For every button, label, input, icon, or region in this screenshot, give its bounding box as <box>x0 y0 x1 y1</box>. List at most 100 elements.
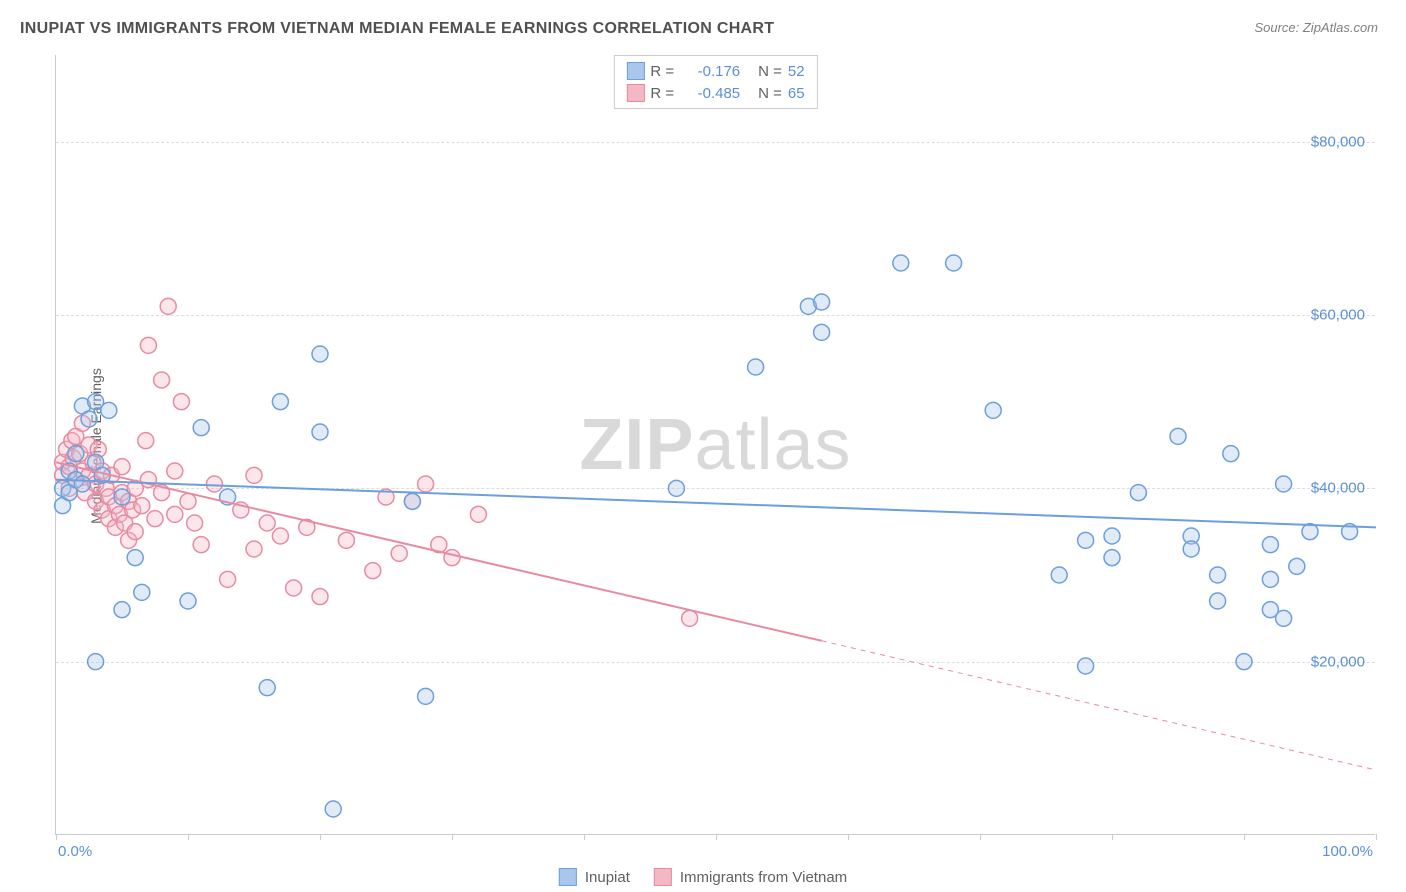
inupiat-point <box>418 688 434 704</box>
vietnam-point <box>418 476 434 492</box>
legend-n-value: 52 <box>788 63 805 80</box>
x-tick <box>1112 834 1113 840</box>
x-tick <box>716 834 717 840</box>
x-tick <box>56 834 57 840</box>
inupiat-point <box>748 359 764 375</box>
vietnam-point <box>193 537 209 553</box>
legend-n-label: N = <box>758 63 782 80</box>
legend-bottom: Inupiat Immigrants from Vietnam <box>559 868 847 886</box>
vietnam-point <box>127 524 143 540</box>
vietnam-point <box>682 610 698 626</box>
inupiat-point <box>1183 541 1199 557</box>
inupiat-point <box>1104 550 1120 566</box>
inupiat-point <box>127 550 143 566</box>
vietnam-point <box>167 463 183 479</box>
inupiat-point <box>114 489 130 505</box>
x-tick <box>980 834 981 840</box>
inupiat-point <box>1223 446 1239 462</box>
legend-n-value: 65 <box>788 85 805 102</box>
vietnam-point <box>167 506 183 522</box>
legend-r-value: -0.485 <box>680 85 740 102</box>
inupiat-point <box>814 294 830 310</box>
legend-swatch <box>559 868 577 886</box>
vietnam-point <box>470 506 486 522</box>
vietnam-point <box>338 532 354 548</box>
inupiat-point <box>1130 485 1146 501</box>
vietnam-point <box>286 580 302 596</box>
legend-top: R = -0.176 N = 52 R = -0.485 N = 65 <box>613 55 817 109</box>
inupiat-point <box>1276 476 1292 492</box>
plot-area: ZIPatlas $20,000$40,000$60,000$80,000 R … <box>55 55 1375 835</box>
inupiat-point <box>1262 571 1278 587</box>
inupiat-point <box>88 654 104 670</box>
vietnam-point <box>246 467 262 483</box>
inupiat-point <box>893 255 909 271</box>
vietnam-point <box>147 511 163 527</box>
inupiat-point <box>404 493 420 509</box>
legend-r-label: R = <box>650 85 674 102</box>
legend-swatch <box>626 84 644 102</box>
legend-r-label: R = <box>650 63 674 80</box>
vietnam-point <box>173 394 189 410</box>
vietnam-point <box>114 459 130 475</box>
vietnam-point <box>206 476 222 492</box>
vietnam-point <box>312 589 328 605</box>
inupiat-point <box>1078 532 1094 548</box>
inupiat-point <box>985 402 1001 418</box>
legend-top-row: R = -0.176 N = 52 <box>626 60 804 82</box>
inupiat-point <box>1078 658 1094 674</box>
vietnam-point <box>138 433 154 449</box>
inupiat-point <box>193 420 209 436</box>
vietnam-point <box>134 498 150 514</box>
legend-swatch <box>626 62 644 80</box>
vietnam-point <box>391 545 407 561</box>
inupiat-point <box>1210 567 1226 583</box>
inupiat-point <box>1276 610 1292 626</box>
inupiat-trendline <box>56 480 1376 528</box>
inupiat-point <box>81 411 97 427</box>
legend-swatch <box>654 868 672 886</box>
inupiat-point <box>312 424 328 440</box>
x-tick <box>1376 834 1377 840</box>
inupiat-point <box>74 476 90 492</box>
chart-svg <box>56 55 1375 834</box>
inupiat-point <box>1210 593 1226 609</box>
vietnam-point <box>154 372 170 388</box>
x-axis-min-label: 0.0% <box>58 843 92 860</box>
x-tick <box>452 834 453 840</box>
inupiat-point <box>668 480 684 496</box>
vietnam-point <box>272 528 288 544</box>
vietnam-point <box>187 515 203 531</box>
inupiat-point <box>180 593 196 609</box>
legend-top-row: R = -0.485 N = 65 <box>626 82 804 104</box>
x-tick <box>584 834 585 840</box>
vietnam-point <box>160 298 176 314</box>
legend-n-label: N = <box>758 85 782 102</box>
inupiat-point <box>1051 567 1067 583</box>
inupiat-point <box>325 801 341 817</box>
x-tick <box>848 834 849 840</box>
vietnam-point <box>220 571 236 587</box>
inupiat-point <box>1236 654 1252 670</box>
inupiat-point <box>312 346 328 362</box>
inupiat-point <box>1262 537 1278 553</box>
inupiat-point <box>1170 428 1186 444</box>
legend-bottom-item: Inupiat <box>559 868 630 886</box>
legend-series-label: Inupiat <box>585 869 630 886</box>
x-tick <box>1244 834 1245 840</box>
inupiat-point <box>814 324 830 340</box>
inupiat-point <box>259 680 275 696</box>
x-tick <box>320 834 321 840</box>
inupiat-point <box>946 255 962 271</box>
inupiat-point <box>272 394 288 410</box>
vietnam-trendline <box>56 462 822 640</box>
vietnam-point <box>246 541 262 557</box>
inupiat-point <box>101 402 117 418</box>
legend-bottom-item: Immigrants from Vietnam <box>654 868 847 886</box>
vietnam-point <box>140 337 156 353</box>
x-tick <box>188 834 189 840</box>
vietnam-point <box>180 493 196 509</box>
inupiat-point <box>68 446 84 462</box>
vietnam-point <box>365 563 381 579</box>
legend-r-value: -0.176 <box>680 63 740 80</box>
